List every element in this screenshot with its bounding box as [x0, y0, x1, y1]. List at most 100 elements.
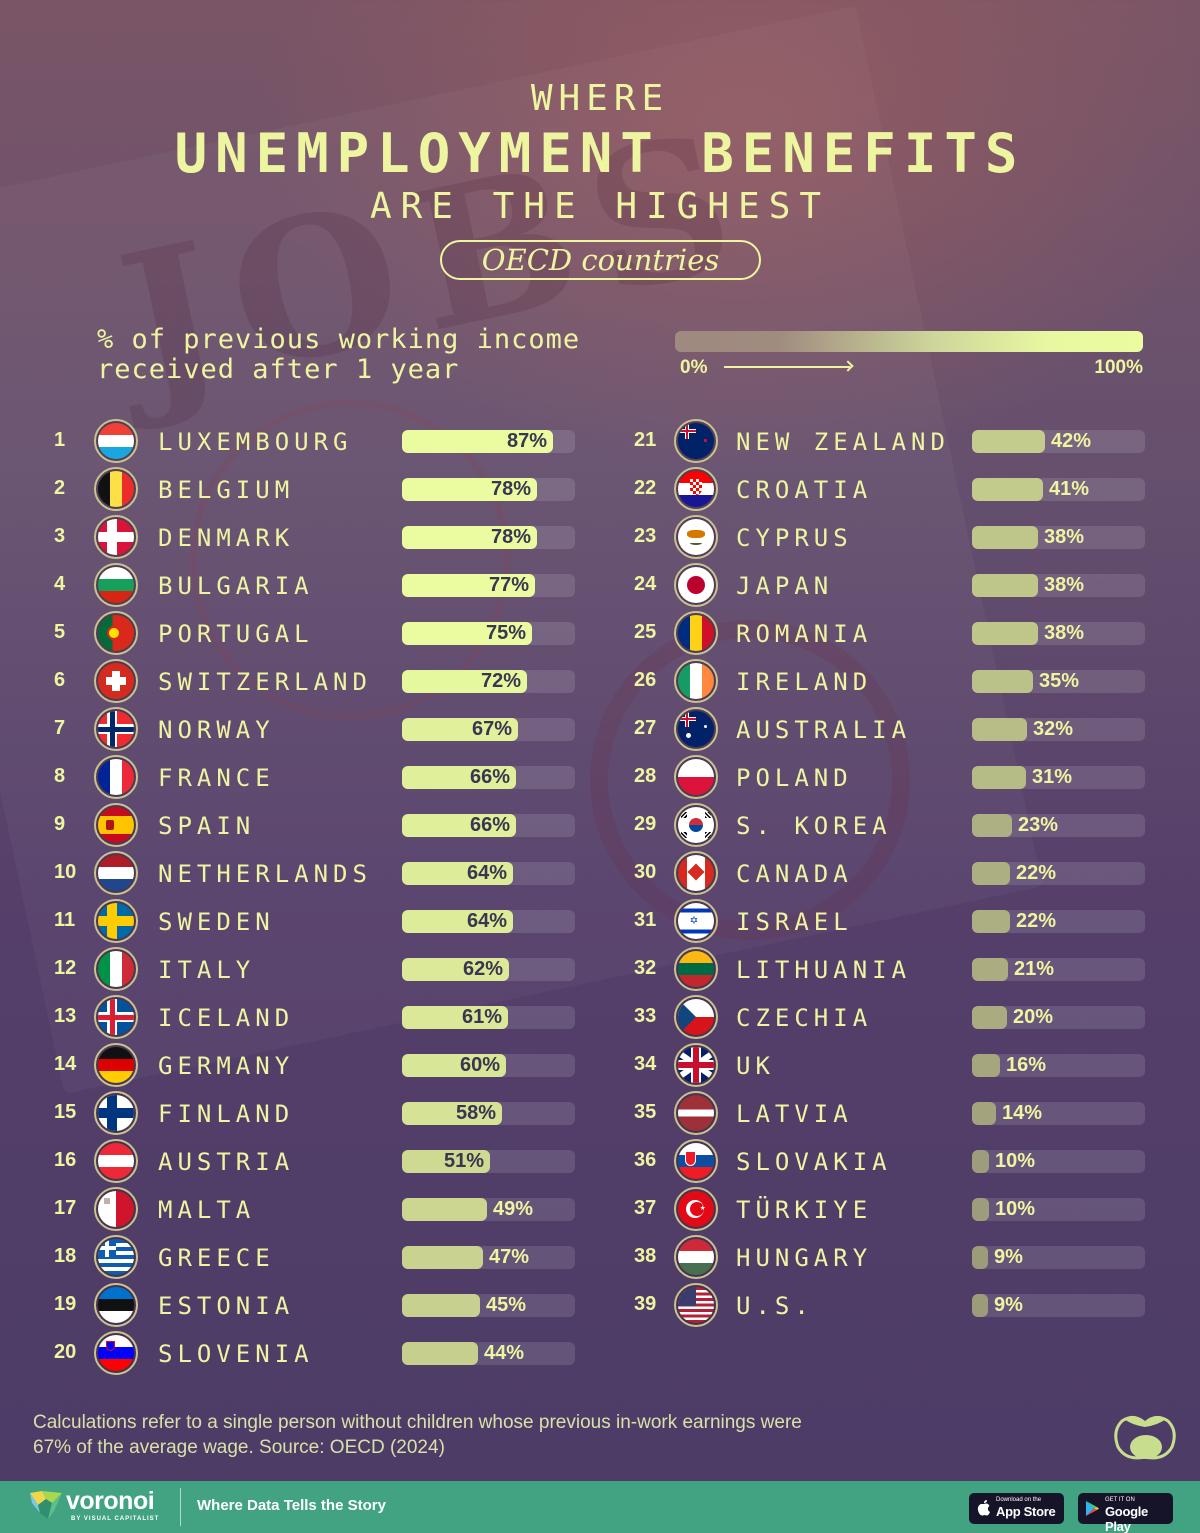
country-name: CROATIA: [736, 476, 873, 504]
bar-fill: [972, 478, 1043, 501]
bar-value: 64%: [466, 910, 507, 932]
ranking-row: 19 ESTONIA 45%: [54, 1283, 584, 1327]
country-name: BELGIUM: [158, 476, 295, 504]
bar-value: 62%: [462, 958, 503, 980]
ranking-row: 27 AUSTRALIA 32%: [634, 707, 1154, 751]
flag-cz-icon: [674, 995, 718, 1039]
bar-value: 64%: [466, 862, 507, 884]
bar-fill: [402, 1342, 478, 1365]
flag-il-icon: ✡: [674, 899, 718, 943]
bar-fill: [402, 862, 513, 885]
flag-hu-icon: [674, 1235, 718, 1279]
title-subline: ARE THE HIGHEST: [369, 186, 831, 227]
bar-fill: [402, 1294, 480, 1317]
country-name: ICELAND: [158, 1004, 295, 1032]
flag-mt-icon: [94, 1187, 138, 1231]
bar-track: 10%: [972, 1198, 1145, 1221]
ranking-row: 14 GERMANY 60%: [54, 1043, 584, 1087]
flag-se-icon: [94, 899, 138, 943]
country-name: TÜRKIYE: [736, 1196, 873, 1224]
bar-fill: [402, 766, 516, 789]
flag-gb-icon: [674, 1043, 718, 1087]
bar-value: 35%: [1039, 670, 1080, 692]
google-play-button[interactable]: GET IT ON Google Play: [1078, 1493, 1173, 1533]
bar-value: 9%: [994, 1246, 1023, 1268]
flag-lt-icon: [674, 947, 718, 991]
bar-track: 62%: [402, 958, 575, 981]
country-name: LATVIA: [736, 1100, 853, 1128]
ranking-row: 36 SLOVAKIA 10%: [634, 1139, 1154, 1183]
rank-number: 23: [634, 525, 657, 547]
ranking-row: 23 CYPRUS 38%: [634, 515, 1154, 559]
rank-number: 38: [634, 1245, 657, 1267]
flag-hr-icon: [674, 467, 718, 511]
voronoi-logo-icon[interactable]: [28, 1489, 64, 1523]
app-store-big-text: App Store: [996, 1504, 1056, 1519]
bar-track: 23%: [972, 814, 1145, 837]
bar-track: 66%: [402, 814, 575, 837]
ranking-row: 28 POLAND 31%: [634, 755, 1154, 799]
bar-track: 38%: [972, 526, 1145, 549]
flag-ie-icon: [674, 659, 718, 703]
ranking-row: 35 LATVIA 14%: [634, 1091, 1154, 1135]
bar-fill: [402, 526, 537, 549]
flag-no-icon: [94, 707, 138, 751]
legend-max-label: 100%: [1094, 357, 1143, 378]
flag-dk-icon: [94, 515, 138, 559]
bar-value: 22%: [1016, 862, 1057, 884]
country-name: DENMARK: [158, 524, 295, 552]
bar-fill: [402, 430, 553, 453]
bar-track: 45%: [402, 1294, 575, 1317]
bar-value: 51%: [443, 1150, 484, 1172]
legend-min-label: 0%: [680, 357, 708, 378]
ranking-row: 22 CROATIA 41%: [634, 467, 1154, 511]
flag-fr-icon: [94, 755, 138, 799]
bar-track: 44%: [402, 1342, 575, 1365]
bar-track: 72%: [402, 670, 575, 693]
rank-number: 29: [634, 813, 657, 835]
bar-fill: [972, 862, 1010, 885]
bar-fill: [972, 766, 1026, 789]
bar-track: 32%: [972, 718, 1145, 741]
rank-number: 20: [54, 1341, 77, 1363]
ranking-row: 29 S. KOREA 23%: [634, 803, 1154, 847]
bar-track: 64%: [402, 910, 575, 933]
bar-fill: [402, 1246, 483, 1269]
rank-number: 19: [54, 1293, 77, 1315]
country-name: FINLAND: [158, 1100, 295, 1128]
bar-value: 66%: [469, 814, 510, 836]
flag-ee-icon: [94, 1283, 138, 1327]
bar-fill: [402, 478, 537, 501]
country-name: SWEDEN: [158, 908, 275, 936]
bar-value: 60%: [459, 1054, 500, 1076]
brand-name[interactable]: voronoi: [66, 1487, 155, 1515]
ranking-row: 31 ✡ ISRAEL 22%: [634, 899, 1154, 943]
rank-number: 31: [634, 909, 657, 931]
bar-value: 66%: [469, 766, 510, 788]
country-name: GERMANY: [158, 1052, 295, 1080]
country-name: MALTA: [158, 1196, 256, 1224]
bar-fill: [972, 1150, 989, 1173]
bar-fill: [972, 1102, 996, 1125]
bar-fill: [972, 1246, 988, 1269]
country-name: SWITZERLAND: [158, 668, 372, 696]
flag-lv-icon: [674, 1091, 718, 1135]
flag-is-icon: [94, 995, 138, 1039]
bar-fill: [402, 1054, 506, 1077]
rank-number: 21: [634, 429, 657, 451]
country-name: CYPRUS: [736, 524, 853, 552]
bar-track: 41%: [972, 478, 1145, 501]
app-store-button[interactable]: Download on the App Store: [969, 1493, 1064, 1524]
flag-ca-icon: [674, 851, 718, 895]
ranking-row: 12 ITALY 62%: [54, 947, 584, 991]
ranking-row: 13 ICELAND 61%: [54, 995, 584, 1039]
bar-fill: [402, 1102, 502, 1125]
rank-number: 12: [54, 957, 77, 979]
bar-track: 58%: [402, 1102, 575, 1125]
rank-number: 22: [634, 477, 657, 499]
bar-fill: [972, 1294, 988, 1317]
bar-track: 61%: [402, 1006, 575, 1029]
bar-track: 9%: [972, 1246, 1145, 1269]
country-name: POLAND: [736, 764, 853, 792]
ranking-row: 21 NEW ZEALAND 42%: [634, 419, 1154, 463]
